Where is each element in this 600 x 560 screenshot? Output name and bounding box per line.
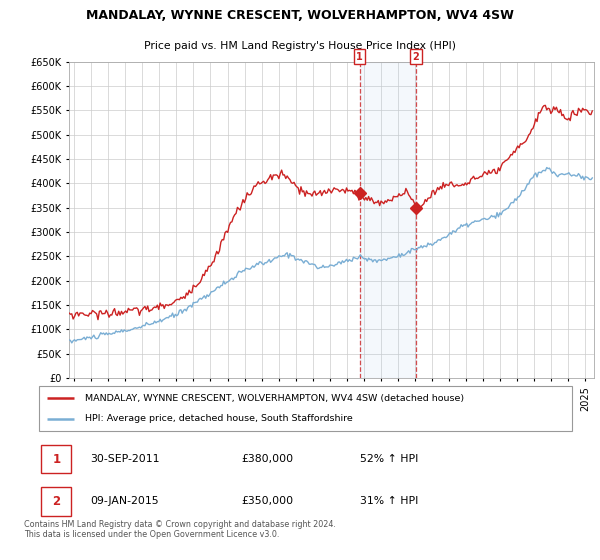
Text: 1: 1 — [52, 452, 61, 465]
Text: £350,000: £350,000 — [241, 496, 293, 506]
FancyBboxPatch shape — [39, 386, 572, 431]
Text: 2: 2 — [52, 495, 61, 508]
Text: 09-JAN-2015: 09-JAN-2015 — [90, 496, 158, 506]
Text: HPI: Average price, detached house, South Staffordshire: HPI: Average price, detached house, Sout… — [85, 414, 352, 423]
FancyBboxPatch shape — [41, 445, 71, 473]
Text: £380,000: £380,000 — [241, 454, 293, 464]
Text: 30-SEP-2011: 30-SEP-2011 — [90, 454, 160, 464]
Text: MANDALAY, WYNNE CRESCENT, WOLVERHAMPTON, WV4 4SW: MANDALAY, WYNNE CRESCENT, WOLVERHAMPTON,… — [86, 8, 514, 22]
Text: MANDALAY, WYNNE CRESCENT, WOLVERHAMPTON, WV4 4SW (detached house): MANDALAY, WYNNE CRESCENT, WOLVERHAMPTON,… — [85, 394, 464, 403]
Text: Price paid vs. HM Land Registry's House Price Index (HPI): Price paid vs. HM Land Registry's House … — [144, 41, 456, 52]
Text: 52% ↑ HPI: 52% ↑ HPI — [360, 454, 418, 464]
FancyBboxPatch shape — [41, 487, 71, 516]
Text: 31% ↑ HPI: 31% ↑ HPI — [360, 496, 418, 506]
Text: Contains HM Land Registry data © Crown copyright and database right 2024.
This d: Contains HM Land Registry data © Crown c… — [24, 520, 336, 539]
Bar — [359, 62, 416, 378]
Text: 1: 1 — [356, 52, 363, 62]
Text: 2: 2 — [412, 52, 419, 62]
